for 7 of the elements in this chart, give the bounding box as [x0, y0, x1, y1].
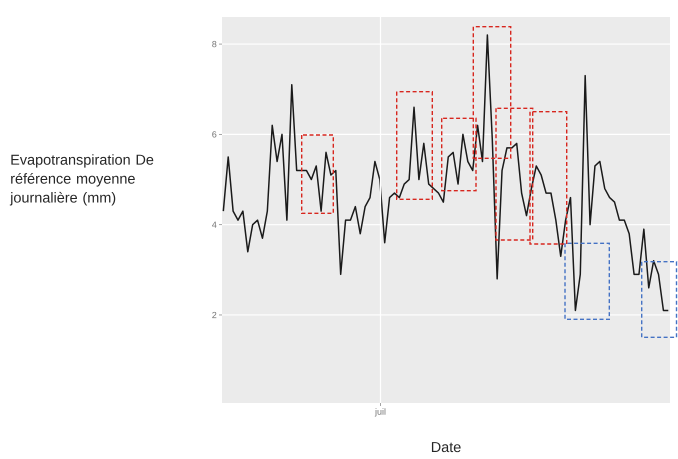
x-axis-title: Date: [432, 442, 461, 452]
y-tick-label: 6: [212, 131, 216, 138]
y-tick-label: 2: [212, 312, 216, 318]
y-axis-title: Evapotranspiration De référence moyenne journalière (mm): [10, 154, 154, 206]
y-tick-label: 8: [212, 40, 216, 48]
y-tick-label: 4: [212, 222, 217, 228]
text: juil: [374, 408, 386, 417]
